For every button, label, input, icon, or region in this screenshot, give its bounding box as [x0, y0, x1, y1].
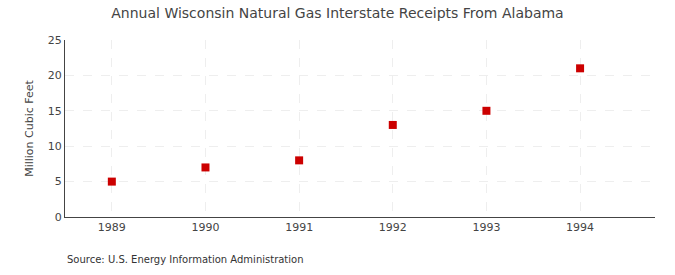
svg-text:25: 25: [48, 34, 62, 47]
svg-text:1989: 1989: [98, 221, 126, 234]
svg-text:Million Cubic Feet: Million Cubic Feet: [23, 79, 36, 176]
svg-text:5: 5: [55, 175, 62, 188]
svg-text:1991: 1991: [285, 221, 313, 234]
svg-text:10: 10: [48, 140, 62, 153]
svg-text:Annual Wisconsin Natural Gas I: Annual Wisconsin Natural Gas Interstate …: [111, 5, 563, 21]
svg-text:1992: 1992: [379, 221, 407, 234]
svg-text:20: 20: [48, 69, 62, 82]
svg-text:15: 15: [48, 105, 62, 118]
svg-text:0: 0: [55, 211, 62, 224]
svg-text:1994: 1994: [566, 221, 594, 234]
svg-text:Source: U.S. Energy Informatio: Source: U.S. Energy Information Administ…: [67, 254, 304, 265]
svg-text:1993: 1993: [472, 221, 500, 234]
svg-text:1990: 1990: [191, 221, 219, 234]
